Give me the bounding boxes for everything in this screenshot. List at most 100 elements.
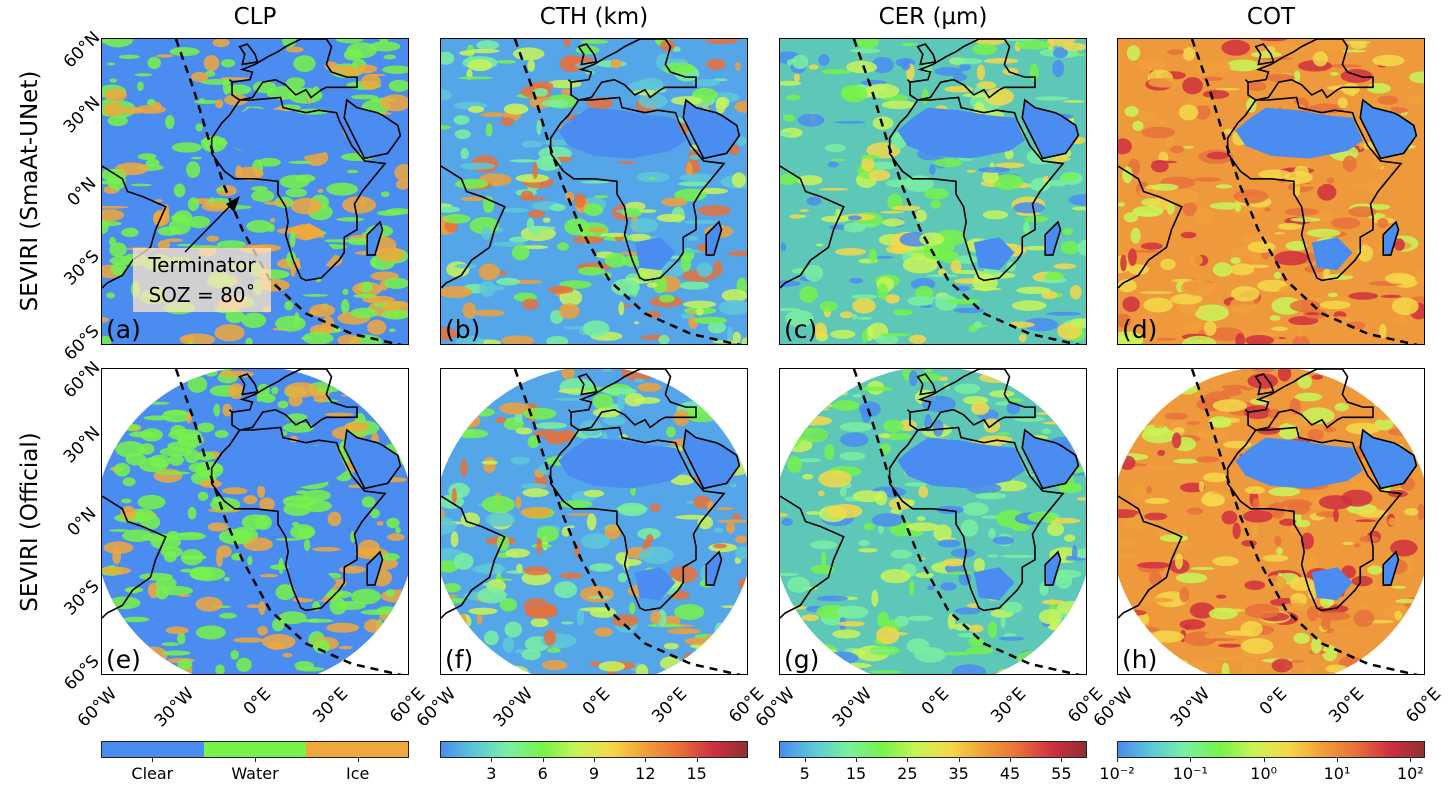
cloud-patch [1206, 151, 1229, 160]
cloud-patch [692, 78, 720, 87]
cloud-patch [1196, 430, 1228, 440]
cloud-patch [890, 549, 913, 559]
cloud-patch [1235, 333, 1245, 344]
cloud-patch [799, 385, 818, 400]
cloud-patch [197, 422, 215, 433]
cloud-patch [901, 59, 911, 71]
colorbar-tick [357, 758, 359, 762]
map-svg [780, 39, 1086, 344]
coastline [683, 100, 739, 158]
cloud-patch [282, 39, 297, 48]
cloud-patch [561, 88, 571, 96]
cloud-patch [705, 39, 739, 45]
cloud-patch [1366, 369, 1382, 379]
cloud-patch [391, 415, 398, 429]
cloud-patch [1230, 286, 1260, 302]
cloud-patch [906, 638, 930, 654]
terminator-line [515, 369, 747, 674]
cloud-patch [557, 242, 569, 251]
cloud-patch [361, 281, 373, 293]
cloud-patch [685, 406, 719, 423]
cloud-patch [478, 263, 500, 281]
cloud-patch [267, 224, 276, 233]
cloud-patch [1193, 207, 1214, 225]
cloud-patch [234, 166, 264, 181]
cloud-patch [1132, 120, 1144, 132]
cloud-patch [1118, 431, 1130, 435]
clear-land-region [558, 437, 686, 489]
cloud-patch [784, 419, 799, 434]
cloud-patch [300, 336, 313, 340]
cloud-patch [1118, 509, 1140, 519]
cloud-patch [218, 528, 253, 545]
cloud-patch [481, 227, 492, 241]
colorbar-label: 15 [845, 764, 867, 783]
cloud-patch [719, 370, 731, 385]
panel-letter: (e) [106, 645, 141, 674]
cloud-patch [892, 246, 911, 254]
cloud-patch [834, 248, 867, 256]
coastline [890, 427, 1063, 610]
cloud-patch [586, 513, 597, 531]
cloud-patch [868, 670, 903, 674]
cloud-patch [469, 216, 500, 235]
cloud-patch [1118, 313, 1132, 328]
clear-land-region [1360, 430, 1417, 489]
cloud-patch [799, 416, 833, 426]
cloud-patch [109, 529, 131, 532]
cloud-patch [576, 607, 585, 626]
cloud-patch [502, 207, 530, 213]
cloud-patch [783, 114, 796, 122]
cloud-patch [587, 596, 611, 599]
cloud-patch [1305, 312, 1320, 316]
cloud-patch [1277, 222, 1303, 230]
cloud-patch [460, 413, 481, 428]
cloud-patch [1252, 369, 1275, 373]
cloud-patch [1221, 384, 1248, 390]
cloud-patch [1415, 400, 1423, 417]
cloud-patch [1048, 180, 1067, 187]
cloud-patch [827, 504, 863, 519]
cloud-patch [313, 639, 330, 654]
cloud-patch [109, 78, 118, 83]
coastline [441, 496, 505, 618]
cloud-patch [522, 298, 539, 310]
cloud-patch [1216, 594, 1227, 599]
cloud-patch [288, 225, 313, 233]
colorbar-tick [152, 758, 154, 762]
cloud-patch [285, 46, 304, 53]
coastline [569, 39, 697, 100]
cloud-patch [734, 100, 747, 113]
cloud-patch [336, 217, 365, 222]
cloud-patch [1372, 54, 1405, 67]
cloud-patch [863, 523, 875, 531]
cloud-patch [324, 412, 355, 417]
cloud-patch [600, 232, 628, 238]
latitude-label: 0°N [63, 173, 101, 210]
cloud-patch [216, 545, 232, 558]
cloud-patch [541, 659, 568, 671]
cloud-patch [960, 519, 979, 537]
cloud-patch [107, 172, 126, 190]
cloud-patch [955, 285, 970, 292]
cloud-patch [789, 214, 803, 219]
map-svg [441, 39, 747, 344]
clear-land-region [219, 107, 347, 159]
cloud-patch [1151, 160, 1178, 164]
cloud-patch [1290, 217, 1321, 222]
cloud-patch [220, 59, 236, 68]
data-layer [441, 369, 747, 674]
cloud-patch [1118, 407, 1130, 420]
clear-land-region [683, 430, 740, 489]
cloud-patch [908, 334, 927, 344]
annotation-line: SOZ = 80˚ [148, 283, 256, 307]
cloud-patch [1269, 502, 1285, 520]
cloud-patch [827, 161, 839, 168]
longitude-label: 30°E [309, 684, 353, 728]
coastline [240, 44, 258, 64]
coastline [212, 97, 385, 280]
cloud-patch [821, 69, 852, 75]
clear-land-region [1022, 100, 1079, 159]
cloud-patch [969, 624, 984, 633]
cloud-patch [617, 502, 647, 517]
